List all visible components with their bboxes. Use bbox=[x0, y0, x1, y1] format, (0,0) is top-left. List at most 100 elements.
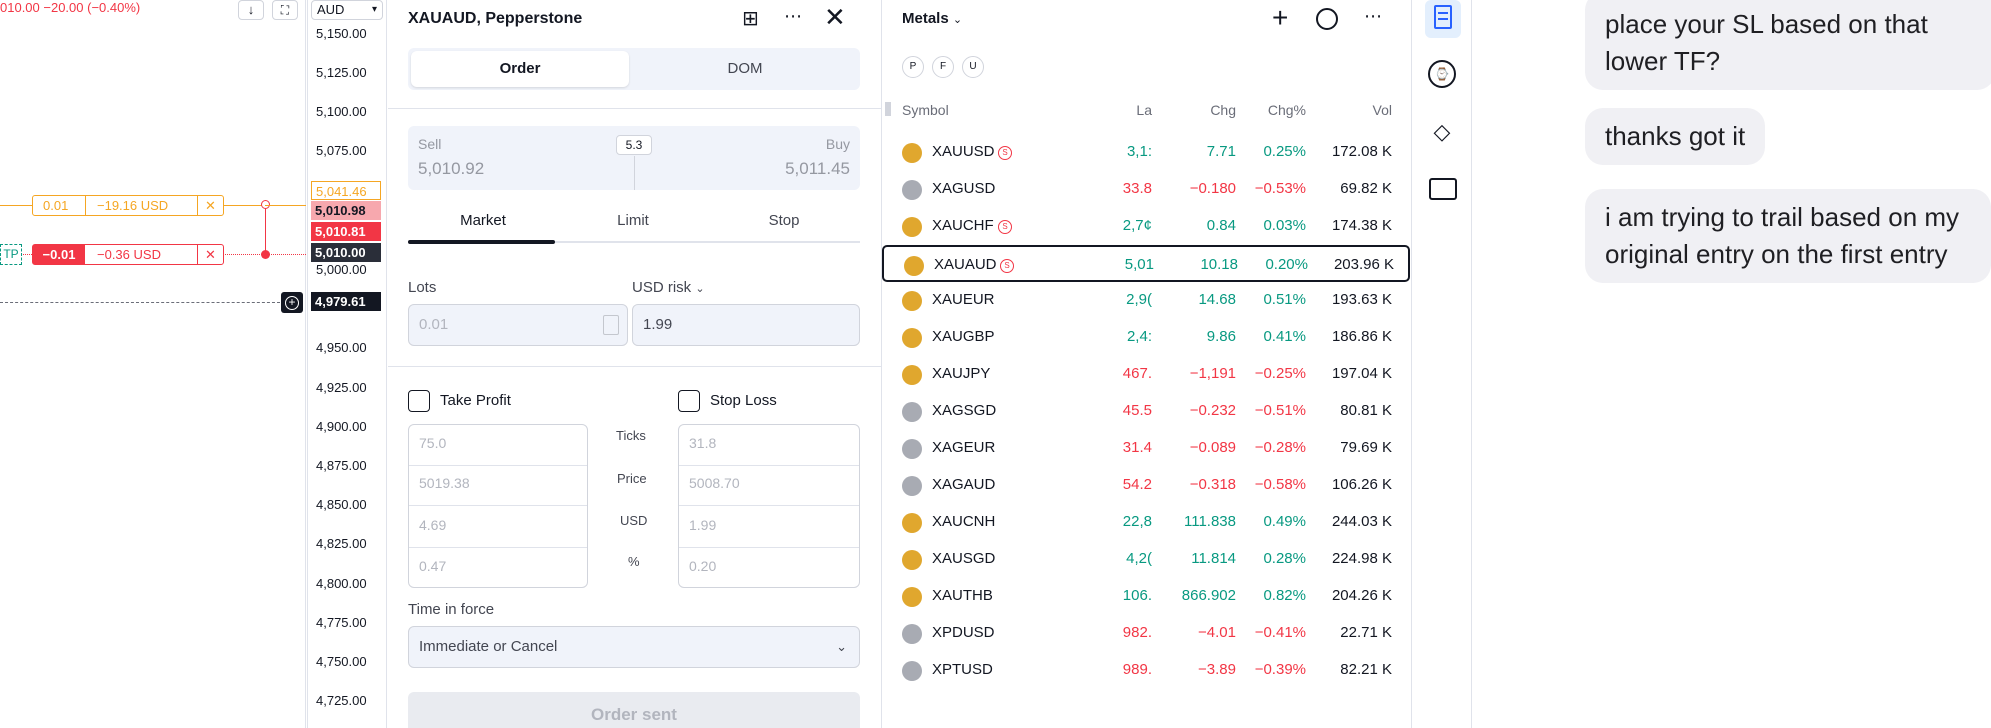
chevron-down-icon: ▾ bbox=[371, 4, 377, 15]
price-tick: 5,075.00 bbox=[316, 143, 367, 158]
more-icon[interactable]: ⋯ bbox=[1364, 6, 1382, 26]
alarm-clock-icon[interactable]: ⌚ bbox=[1428, 60, 1456, 88]
chevron-down-icon: ⌄ bbox=[695, 283, 705, 295]
usd-label: USD bbox=[620, 513, 648, 528]
chat-message: place your SL based on that lower TF? bbox=[1585, 0, 1991, 90]
price-axis[interactable]: AUD ▾ 5,150.00 5,125.00 5,100.00 5,075.0… bbox=[307, 0, 387, 728]
tp-usd-input[interactable]: 4.69 bbox=[419, 517, 447, 533]
watchlist-sym: XAUJPY bbox=[932, 365, 991, 382]
watchlist-chg: 9.86 bbox=[1206, 328, 1236, 345]
sl-order-label[interactable]: −0.01 −0.36 USD ✕ bbox=[32, 244, 224, 265]
buy-button[interactable]: Buy 5,011.45 bbox=[660, 126, 860, 190]
watchlist-row[interactable]: XPDUSD 982. −4.01 −0.41% 22.71 K bbox=[882, 615, 1412, 652]
price-tick: 5,100.00 bbox=[316, 104, 367, 119]
fullscreen-button[interactable]: ⛶ bbox=[272, 0, 298, 20]
watchlist-row[interactable]: XAGAUD 54.2 −0.318 −0.58% 106.26 K bbox=[882, 467, 1412, 504]
watchlist-row[interactable]: XAUCNH 22,8 111.838 0.49% 244.03 K bbox=[882, 504, 1412, 541]
watchlist-row[interactable]: XAUEUR 2,9(14.68 0.51% 193.63 K bbox=[882, 282, 1412, 319]
close-icon[interactable]: ✕ bbox=[205, 198, 216, 213]
watchlist-pct: 0.82% bbox=[1263, 587, 1306, 604]
column-chg-pct[interactable]: Chg% bbox=[1267, 102, 1306, 118]
tab-dom[interactable]: DOM bbox=[727, 60, 763, 77]
watchlist-row[interactable]: XAUGBP 2,4: 9.86 0.41% 186.86 K bbox=[882, 319, 1412, 356]
ticks-label: Ticks bbox=[616, 428, 646, 443]
watchlist-pct: −0.53% bbox=[1254, 180, 1306, 197]
bracket-handle[interactable] bbox=[261, 200, 270, 209]
column-symbol[interactable]: Symbol bbox=[902, 102, 949, 118]
watchlist-vol: 172.08 K bbox=[1331, 143, 1392, 160]
tp-ticks-input[interactable]: 75.0 bbox=[419, 435, 447, 451]
close-icon[interactable]: ✕ bbox=[824, 2, 846, 32]
tp-pl: −19.16 USD bbox=[97, 198, 169, 213]
watchlist-sym: XAGUSD bbox=[932, 180, 996, 197]
column-chg[interactable]: Chg bbox=[1210, 102, 1236, 118]
tp-percent-input[interactable]: 0.47 bbox=[419, 558, 447, 574]
watchlist-pct: −0.28% bbox=[1254, 439, 1306, 456]
watchlist-row[interactable]: XAUSGD 4,2(11.814 0.28% 224.98 K bbox=[882, 541, 1412, 578]
watchlist-last: 3,1: bbox=[1126, 143, 1152, 160]
silver-coin-icon bbox=[902, 402, 922, 422]
watchlist-row[interactable]: XAUAUD 5,01 10.18 0.20% 203.96 K S bbox=[882, 245, 1410, 282]
tp-price-input[interactable]: 5019.38 bbox=[419, 475, 470, 491]
watchlist-row[interactable]: XAGUSD 33.8 −0.180 −0.53% 69.82 K bbox=[882, 171, 1412, 208]
watchlist-pct: −0.58% bbox=[1254, 476, 1306, 493]
gold-coin-icon bbox=[902, 365, 922, 385]
chip-f[interactable]: F bbox=[932, 56, 954, 78]
layout-icon[interactable]: ⊞ bbox=[742, 8, 759, 30]
gold-coin-icon bbox=[902, 143, 922, 163]
close-icon[interactable]: ✕ bbox=[205, 247, 216, 262]
watchlist-chg: −0.318 bbox=[1189, 476, 1236, 493]
calculator-icon[interactable] bbox=[603, 315, 619, 335]
tab-market[interactable]: Market bbox=[460, 212, 506, 229]
sl-price-input[interactable]: 5008.70 bbox=[689, 475, 740, 491]
watchlist-row[interactable]: XAUUSD 3,1: 7.71 0.25% 172.08 K S bbox=[882, 134, 1412, 171]
watchlist-title-dropdown[interactable]: Metals ⌄ bbox=[902, 10, 963, 27]
watchlist-sym: XPTUSD bbox=[932, 661, 993, 678]
right-toolbar: ⌚ ◇ bbox=[1412, 0, 1472, 728]
submit-order-button[interactable]: Order sent bbox=[408, 692, 860, 728]
tab-stop[interactable]: Stop bbox=[768, 212, 800, 229]
bracket-handle[interactable] bbox=[261, 250, 270, 259]
silver-coin-icon bbox=[902, 180, 922, 200]
sell-button[interactable]: Sell 5,010.92 bbox=[408, 126, 608, 190]
tab-order[interactable]: Order bbox=[411, 51, 629, 87]
sl-ticks-input[interactable]: 31.8 bbox=[689, 435, 717, 451]
chip-u[interactable]: U bbox=[962, 56, 984, 78]
watchlist-row[interactable]: XAUTHB 106. 866.902 0.82% 204.26 K bbox=[882, 578, 1412, 615]
column-last[interactable]: La bbox=[1136, 102, 1152, 118]
column-vol[interactable]: Vol bbox=[1372, 102, 1392, 118]
add-symbol-icon[interactable]: + bbox=[1272, 2, 1289, 33]
watchlist-row[interactable]: XAGEUR 31.4 −0.089 −0.28% 79.69 K bbox=[882, 430, 1412, 467]
price-tick: 5,150.00 bbox=[316, 26, 367, 41]
more-icon[interactable]: ⋯ bbox=[784, 6, 803, 26]
watchlist-row[interactable]: XAUJPY 467. −1,191 −0.25% 197.04 K bbox=[882, 356, 1412, 393]
pie-chart-icon[interactable] bbox=[1316, 8, 1338, 30]
sl-percent-input[interactable]: 0.20 bbox=[689, 558, 717, 574]
take-profit-checkbox[interactable] bbox=[408, 390, 430, 412]
spread-badge: 5.3 bbox=[616, 135, 652, 155]
watchlist-toolbar-button[interactable] bbox=[1425, 0, 1461, 38]
chip-p[interactable]: P bbox=[902, 56, 924, 78]
layers-icon[interactable]: ◇ bbox=[1433, 119, 1451, 144]
watchlist-chg: 7.71 bbox=[1206, 143, 1236, 160]
tif-select[interactable]: Immediate or Cancel ⌄ bbox=[408, 626, 860, 668]
add-order-button[interactable]: + bbox=[281, 292, 303, 313]
chart-pane[interactable]: 010.00 −20.00 (−0.40%) ↓ ⛶ 0.01 −19.16 U… bbox=[0, 0, 306, 728]
chat-icon[interactable] bbox=[1429, 178, 1457, 200]
currency-select[interactable]: AUD ▾ bbox=[311, 0, 383, 20]
watchlist-sym: XPDUSD bbox=[932, 624, 995, 641]
watchlist-row[interactable]: XAGSGD 45.5 −0.232 −0.51% 80.81 K bbox=[882, 393, 1412, 430]
sort-down-button[interactable]: ↓ bbox=[238, 0, 264, 20]
tp-order-label[interactable]: 0.01 −19.16 USD ✕ bbox=[32, 195, 224, 216]
watchlist-row[interactable]: XPTUSD 989. −3.89 −0.39% 82.21 K bbox=[882, 652, 1412, 689]
sl-usd-input[interactable]: 1.99 bbox=[689, 517, 717, 533]
risk-select[interactable]: USD risk ⌄ bbox=[632, 279, 705, 296]
gold-coin-icon bbox=[902, 328, 922, 348]
chart-price-change: 010.00 −20.00 (−0.40%) bbox=[0, 0, 141, 15]
stop-loss-checkbox[interactable] bbox=[678, 390, 700, 412]
bid-price-label: 5,010.81 bbox=[311, 222, 381, 241]
risk-input[interactable]: 1.99 bbox=[632, 304, 860, 346]
watchlist-row[interactable]: XAUCHF 2,7¢ 0.84 0.03% 174.38 K S bbox=[882, 208, 1412, 245]
lots-input[interactable]: 0.01 bbox=[408, 304, 628, 346]
tab-limit[interactable]: Limit bbox=[617, 212, 649, 229]
